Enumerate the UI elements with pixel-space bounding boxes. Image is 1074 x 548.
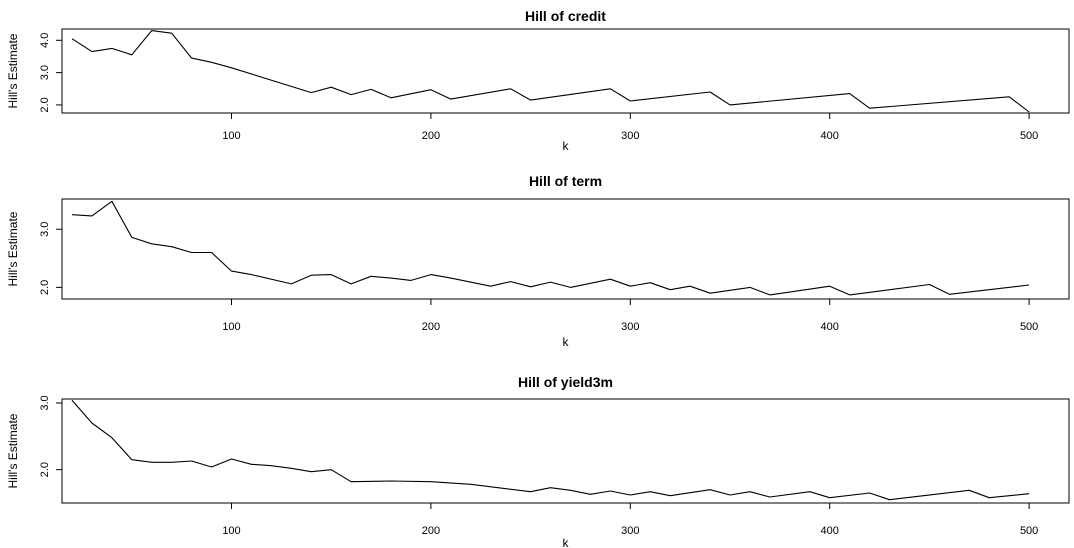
x-tick-label: 400: [821, 525, 839, 537]
y-axis-label: Hill's Estimate: [6, 33, 20, 108]
x-axis-label: k: [563, 139, 570, 153]
x-tick-label: 400: [821, 130, 839, 142]
x-tick-label: 300: [621, 525, 639, 537]
y-tick-label: 2.0: [39, 280, 51, 295]
y-axis-label: Hill's Estimate: [6, 413, 20, 488]
x-tick-label: 200: [422, 321, 440, 333]
series-line-2: [71, 200, 1030, 296]
plot-frame-2: [61, 198, 1070, 300]
x-tick-label: 200: [422, 130, 440, 142]
x-tick-label: 500: [1020, 525, 1038, 537]
y-axis-label: Hill's Estimate: [6, 211, 20, 286]
y-tick-label: 3.0: [39, 222, 51, 237]
x-tick-label: 500: [1020, 321, 1038, 333]
y-tick-label: 3.0: [39, 395, 51, 410]
x-axis-label: k: [563, 335, 570, 349]
x-tick-label: 100: [222, 321, 240, 333]
x-axis-label: k: [563, 536, 570, 548]
chart-title-3: Hill of yield3m: [518, 374, 613, 390]
x-tick-label: 400: [821, 321, 839, 333]
x-tick-label: 200: [422, 525, 440, 537]
x-tick-label: 100: [222, 525, 240, 537]
series-line-3: [71, 399, 1030, 501]
y-tick-label: 3.0: [39, 65, 51, 80]
plot-frame-1: [61, 28, 1070, 114]
x-tick-label: 300: [621, 130, 639, 142]
chart-title-2: Hill of term: [529, 173, 602, 189]
plot-frame-3: [61, 398, 1070, 504]
y-tick-label: 2.0: [39, 97, 51, 112]
y-tick-label: 2.0: [39, 462, 51, 477]
x-tick-label: 500: [1020, 130, 1038, 142]
x-tick-label: 100: [222, 130, 240, 142]
series-line-1: [71, 30, 1030, 113]
y-tick-label: 4.0: [39, 33, 51, 48]
x-tick-label: 300: [621, 321, 639, 333]
chart-title-1: Hill of credit: [525, 8, 606, 24]
